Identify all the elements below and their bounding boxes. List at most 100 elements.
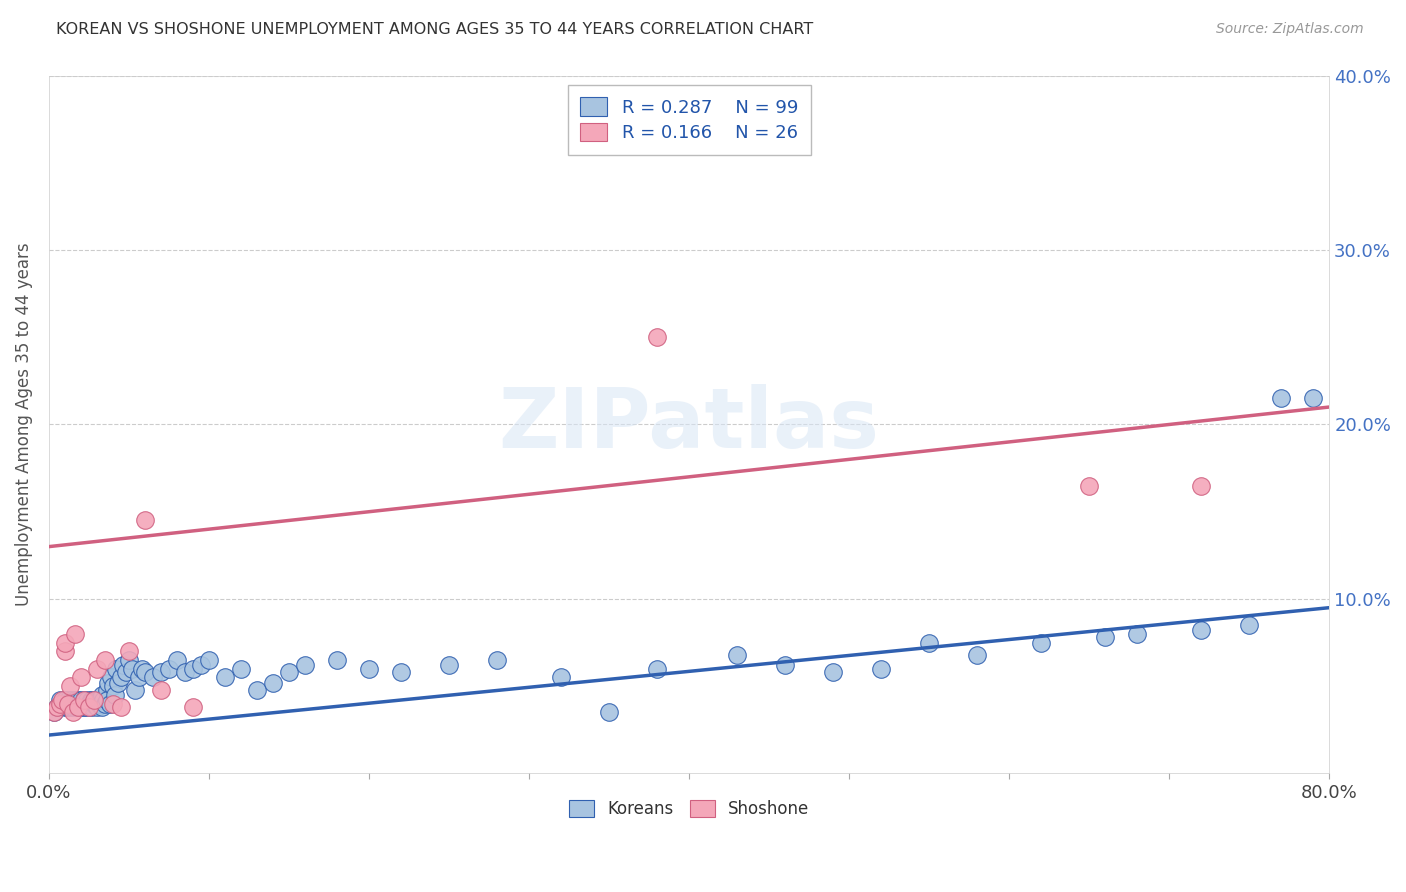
Point: [134, 665, 156, 680]
Point: [198, 653, 221, 667]
Point: [278, 665, 301, 680]
Point: [42, 706, 65, 720]
Point: [66, 700, 89, 714]
Point: [94, 653, 117, 667]
Point: [1302, 392, 1324, 406]
Point: [56, 693, 79, 707]
Point: [75, 697, 97, 711]
Point: [1239, 618, 1261, 632]
Point: [70, 693, 93, 707]
Point: [1189, 478, 1212, 492]
Point: [90, 688, 112, 702]
Point: [46, 700, 69, 714]
Point: [357, 662, 380, 676]
Point: [75, 700, 97, 714]
Point: [870, 662, 893, 676]
Point: [51, 697, 73, 711]
Point: [128, 670, 150, 684]
Point: [84, 697, 107, 711]
Point: [101, 697, 124, 711]
Point: [89, 697, 111, 711]
Point: [67, 700, 90, 714]
Point: [65, 700, 87, 714]
Point: [190, 658, 212, 673]
Point: [918, 635, 941, 649]
Point: [90, 700, 112, 714]
Point: [174, 665, 197, 680]
Point: [725, 648, 748, 662]
Point: [773, 658, 796, 673]
Point: [134, 513, 156, 527]
Point: [1126, 627, 1149, 641]
Point: [114, 665, 136, 680]
Point: [150, 665, 173, 680]
Point: [93, 693, 115, 707]
Point: [73, 693, 96, 707]
Point: [79, 693, 101, 707]
Point: [82, 693, 104, 707]
Point: [110, 670, 132, 684]
Point: [118, 644, 141, 658]
Point: [550, 670, 572, 684]
Point: [63, 697, 86, 711]
Point: [87, 693, 110, 707]
Point: [86, 700, 108, 714]
Point: [76, 693, 98, 707]
Point: [62, 706, 84, 720]
Point: [60, 693, 83, 707]
Point: [53, 697, 76, 711]
Point: [157, 662, 180, 676]
Point: [62, 700, 84, 714]
Point: [77, 700, 100, 714]
Point: [107, 675, 129, 690]
Point: [53, 700, 76, 714]
Text: KOREAN VS SHOSHONE UNEMPLOYMENT AMONG AGES 35 TO 44 YEARS CORRELATION CHART: KOREAN VS SHOSHONE UNEMPLOYMENT AMONG AG…: [56, 22, 814, 37]
Point: [66, 697, 89, 711]
Point: [97, 675, 120, 690]
Point: [166, 653, 188, 667]
Point: [49, 693, 72, 707]
Point: [645, 662, 668, 676]
Point: [229, 662, 252, 676]
Point: [118, 653, 141, 667]
Point: [111, 658, 134, 673]
Point: [1094, 631, 1116, 645]
Point: [56, 697, 79, 711]
Point: [70, 670, 93, 684]
Point: [59, 697, 82, 711]
Point: [326, 653, 349, 667]
Point: [105, 662, 128, 676]
Point: [82, 700, 104, 714]
Point: [142, 670, 165, 684]
Point: [42, 706, 65, 720]
Point: [86, 693, 108, 707]
Point: [598, 706, 620, 720]
Point: [87, 697, 110, 711]
Point: [73, 693, 96, 707]
Point: [83, 697, 105, 711]
Point: [96, 682, 118, 697]
Point: [73, 700, 96, 714]
Point: [53, 693, 76, 707]
Point: [1031, 635, 1053, 649]
Point: [823, 665, 845, 680]
Point: [262, 675, 284, 690]
Point: [98, 697, 121, 711]
Point: [59, 700, 82, 714]
Point: [150, 682, 173, 697]
Point: [110, 700, 132, 714]
Point: [83, 693, 105, 707]
Point: [966, 648, 988, 662]
Point: [59, 679, 82, 693]
Point: [645, 330, 668, 344]
Point: [79, 697, 101, 711]
Point: [77, 697, 100, 711]
Point: [53, 635, 76, 649]
Point: [389, 665, 412, 680]
Legend: Koreans, Shoshone: Koreans, Shoshone: [562, 793, 817, 824]
Point: [46, 700, 69, 714]
Point: [53, 644, 76, 658]
Point: [246, 682, 269, 697]
Point: [101, 679, 124, 693]
Point: [63, 627, 86, 641]
